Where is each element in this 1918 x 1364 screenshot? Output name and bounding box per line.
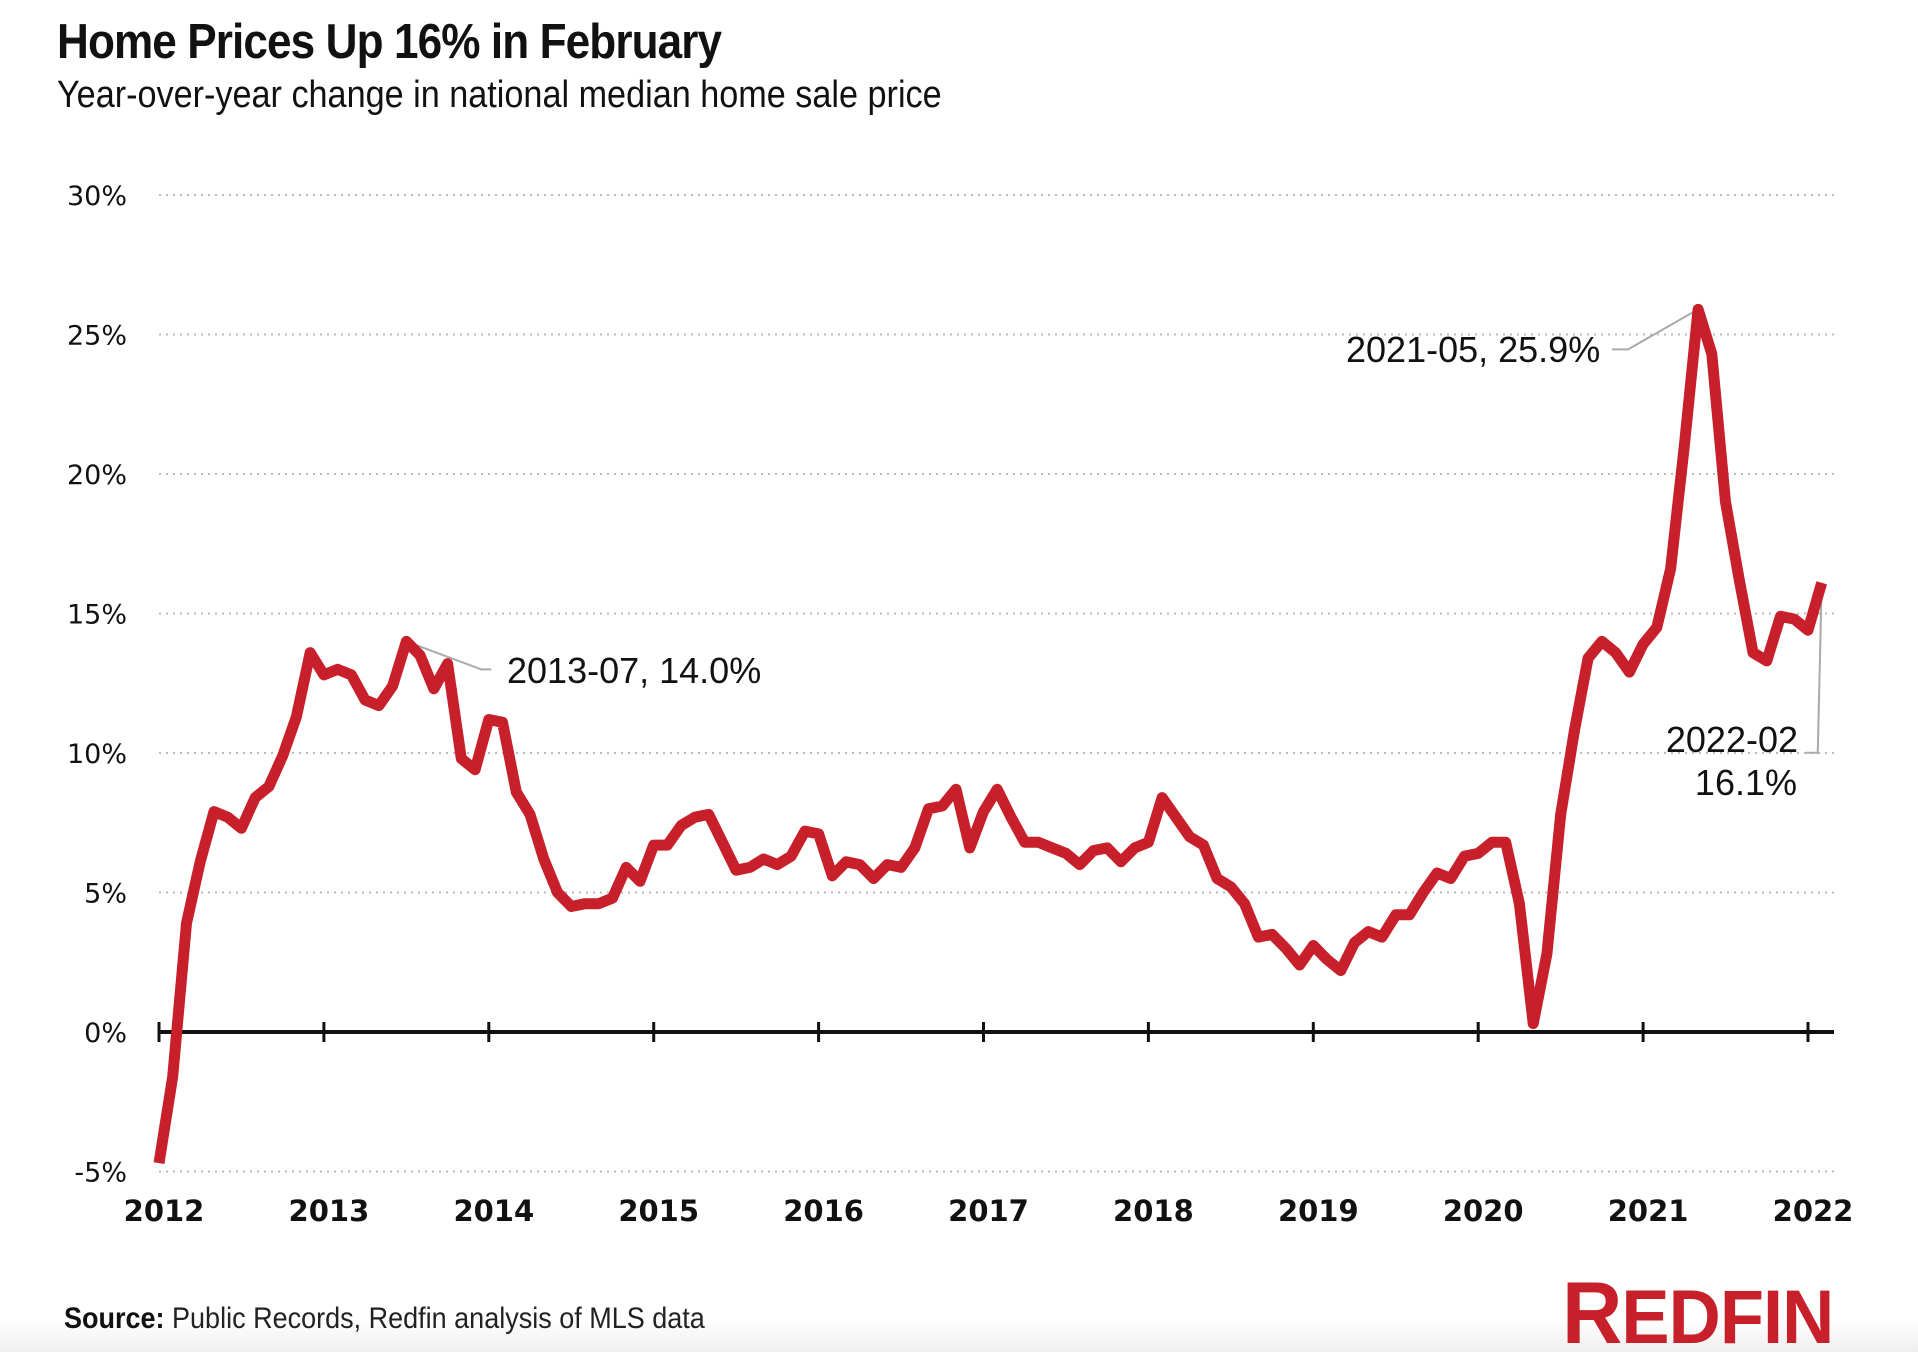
chart-subtitle: Year-over-year change in national median… <box>57 74 942 116</box>
series-line <box>153 303 1827 1164</box>
x-tick-label: 2013 <box>289 1194 370 1228</box>
y-tick-label: 0% <box>84 1018 127 1049</box>
leader-2022-02 <box>1805 582 1823 754</box>
x-tick-label: 2016 <box>783 1194 864 1228</box>
annotation-leaders <box>406 308 1823 754</box>
annotation-2021-05: 2021-05, 25.9% <box>1346 329 1600 370</box>
x-axis-tick-labels: 2012 2013 2014 2015 2016 2017 2018 2019 2020 2021… <box>124 1194 1854 1228</box>
annotation-2013-07: 2013-07, 14.0% <box>507 650 761 691</box>
x-tick-label: 2017 <box>948 1194 1029 1228</box>
x-tick-label: 2020 <box>1443 1194 1524 1228</box>
source-note: Source: Public Records, Redfin analysis … <box>64 1302 705 1336</box>
logo-initial: R <box>1562 1263 1622 1362</box>
y-axis-ticks: 30% 25% 20% 15% 10% 5% 0% -5% <box>67 181 127 1189</box>
y-tick-label: 25% <box>67 321 127 352</box>
annotation-2022-02-value: 16.1% <box>1695 762 1797 803</box>
y-tick-label: 10% <box>67 739 127 770</box>
x-axis <box>157 1022 1834 1042</box>
x-tick-label: 2012 <box>124 1194 205 1228</box>
y-tick-label: 15% <box>67 600 127 631</box>
x-tick-label: 2018 <box>1113 1194 1194 1228</box>
y-tick-label: -5% <box>74 1158 127 1189</box>
y-tick-label: 5% <box>84 879 127 910</box>
x-tick-label: 2019 <box>1278 1194 1359 1228</box>
x-tick-label: 2014 <box>453 1194 534 1228</box>
source-label: Source: <box>64 1302 165 1335</box>
leader-2013-07 <box>406 640 492 671</box>
annotations: 2013-07, 14.0% 2021-05, 25.9% 2022-02 16… <box>507 329 1798 803</box>
source-text: Public Records, Redfin analysis of MLS d… <box>164 1302 705 1335</box>
chart-title: Home Prices Up 16% in February <box>57 15 722 69</box>
y-tick-label: 20% <box>67 460 127 491</box>
logo-rest: EDFIN <box>1621 1275 1834 1360</box>
redfin-logo: REDFIN <box>1562 1262 1834 1364</box>
x-tick-label: 2021 <box>1608 1194 1689 1228</box>
y-tick-label: 30% <box>67 181 127 212</box>
footer-shade <box>0 1318 1918 1352</box>
leader-2021-05 <box>1612 308 1699 351</box>
annotation-2022-02-date: 2022-02 <box>1666 719 1798 760</box>
x-tick-label: 2015 <box>618 1194 699 1228</box>
x-tick-label: 2022 <box>1773 1194 1854 1228</box>
